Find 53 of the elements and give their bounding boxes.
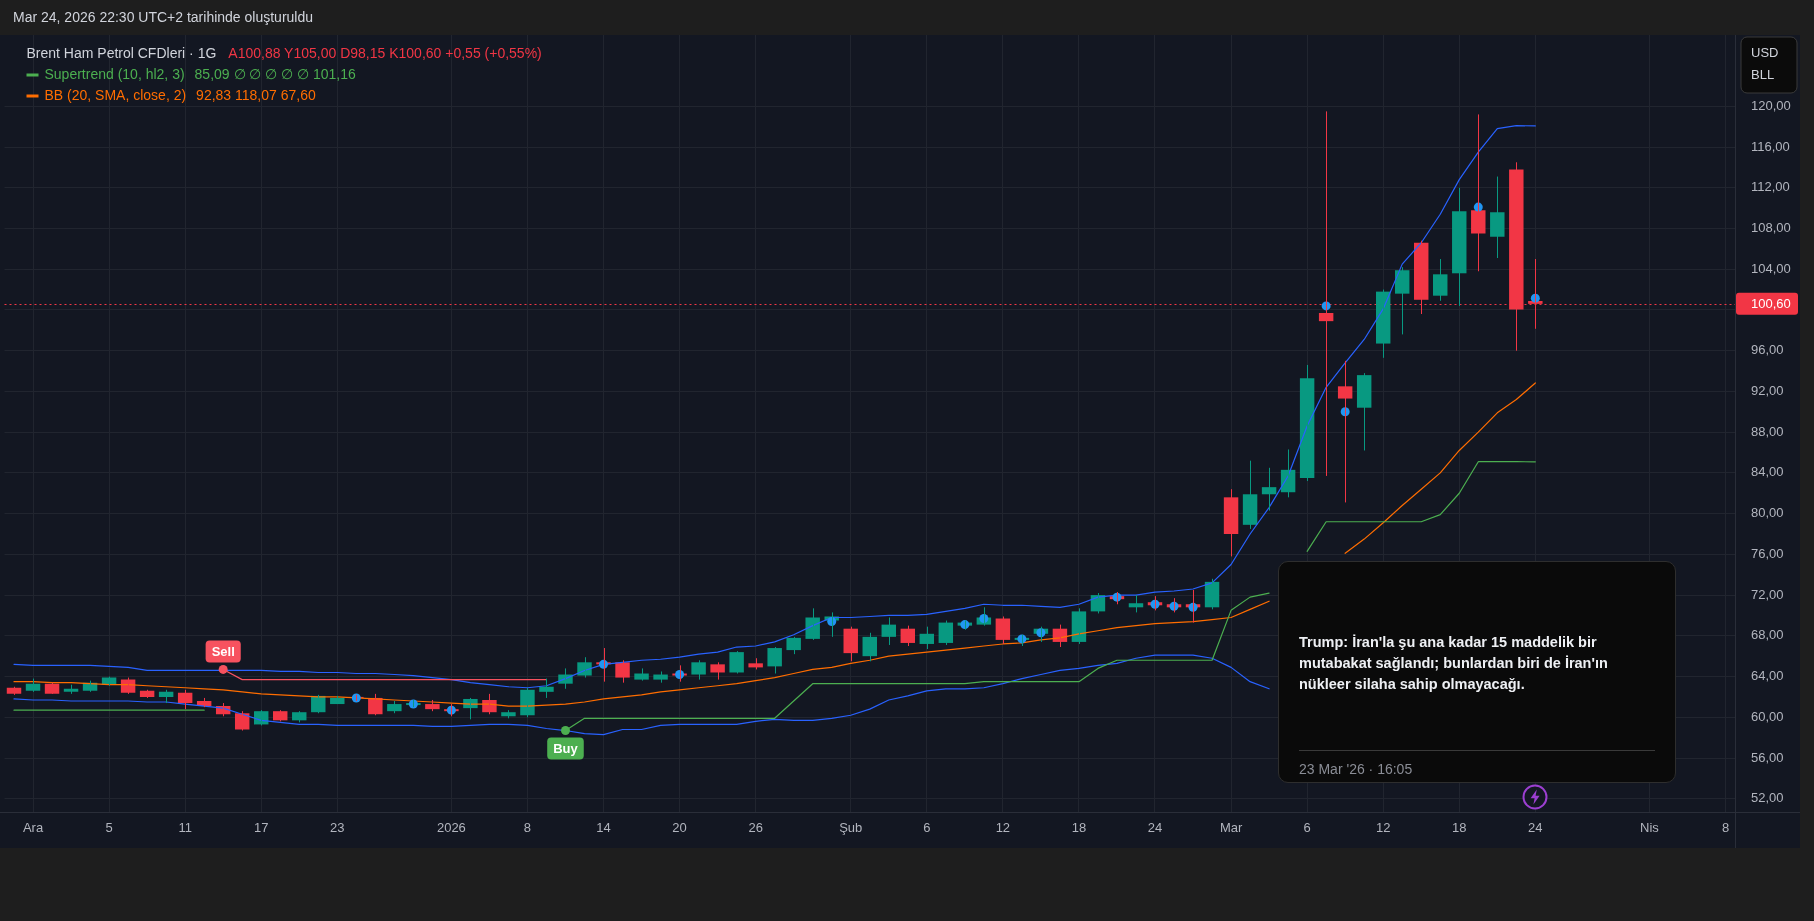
y-tick-label: 64,00 <box>1751 668 1784 684</box>
ref-line-label: 100,60 <box>1751 296 1791 312</box>
x-tick-label: 5 <box>105 820 113 836</box>
y-tick-label: 108,00 <box>1751 220 1791 236</box>
x-tick-label: 8 <box>1721 820 1730 836</box>
x-tick-label: 6 <box>923 820 931 836</box>
y-tick-label: 112,00 <box>1751 179 1790 195</box>
x-tick-label: 8 <box>523 820 532 836</box>
x-tick-label: 6 <box>1303 820 1311 836</box>
y-tick-label: 68,00 <box>1751 627 1784 643</box>
x-tick-label: Ara <box>22 820 44 836</box>
x-tick-label: 2026 <box>436 820 466 836</box>
y-tick-label: 120,00 <box>1751 97 1791 113</box>
text: Mar 24, 2026 22:30 UTC+2 tarihinde oluşturuldu <box>13 8 314 25</box>
x-tick-label: Mar <box>1219 820 1243 836</box>
x-tick-label: 17 <box>253 820 269 836</box>
x-tick-label: 18 <box>1452 820 1467 836</box>
text: Brent Ham Petrol CFDleri · 1G <box>26 44 217 61</box>
x-tick-label: 26 <box>748 820 763 836</box>
annotation: 23 Mar '26 · 16:05 <box>1299 750 1655 778</box>
series-label: Sell <box>211 644 235 660</box>
annotation: 92,83 118,07 67,60 <box>196 86 316 103</box>
y-tick-label: 80,00 <box>1751 505 1784 521</box>
annotation: A100,88 Y105,00 D98,15 K100,60 +0,55 (+0,55%) <box>228 44 542 61</box>
y-tick-label: 88,00 <box>1751 423 1784 439</box>
y-tick-label: 96,00 <box>1751 342 1784 358</box>
x-tick-label: 20 <box>672 820 687 836</box>
y-tick-label: 116,00 <box>1751 138 1790 154</box>
y-tick-label: 60,00 <box>1751 708 1784 724</box>
y-tick-label: 76,00 <box>1751 545 1784 561</box>
post-card: Trump: İran'la şu ana kadar 15 maddelik bir mutabakat sağlandı; bunlardan biri de İran'ın nükleer silaha sahip olmayacağı. 23 Mar '26 · 16:05 <box>1278 561 1676 783</box>
y-tick-label: 52,00 <box>1751 790 1784 806</box>
x-tick-label: 24 <box>1528 820 1543 836</box>
x-tick-label: 14 <box>596 820 611 836</box>
legend-label: Supertrend (10, hl2, 3) <box>44 65 185 82</box>
y-tick-label: 56,00 <box>1751 749 1784 765</box>
y-axis-title: USD BLL <box>1751 44 1779 82</box>
x-tick-label: 12 <box>1375 820 1391 836</box>
y-tick-label: 104,00 <box>1751 260 1791 276</box>
y-tick-label: 92,00 <box>1751 383 1784 398</box>
x-tick-label: 11 <box>178 820 192 836</box>
x-tick-label: 18 <box>1071 820 1087 836</box>
series-label: Buy <box>553 741 579 757</box>
x-tick-label: Şub <box>839 820 863 836</box>
annotation: 85,09 ∅ ∅ ∅ ∅ ∅ 101,16 <box>194 65 356 82</box>
x-tick-label: 12 <box>995 820 1011 836</box>
legend-label: BB (20, SMA, close, 2) <box>44 86 187 103</box>
annotation: Trump: İran'la şu ana kadar 15 maddelik bir mutabakat sağlandı; bunlardan biri de İran'ın nükleer silaha sahip olmayacağı. <box>1299 633 1609 694</box>
x-tick-label: Nis <box>1640 820 1660 836</box>
y-tick-label: 84,00 <box>1751 464 1784 480</box>
x-tick-label: 23 <box>330 820 345 836</box>
y-tick-label: 72,00 <box>1751 586 1784 602</box>
x-tick-label: 24 <box>1147 820 1163 836</box>
